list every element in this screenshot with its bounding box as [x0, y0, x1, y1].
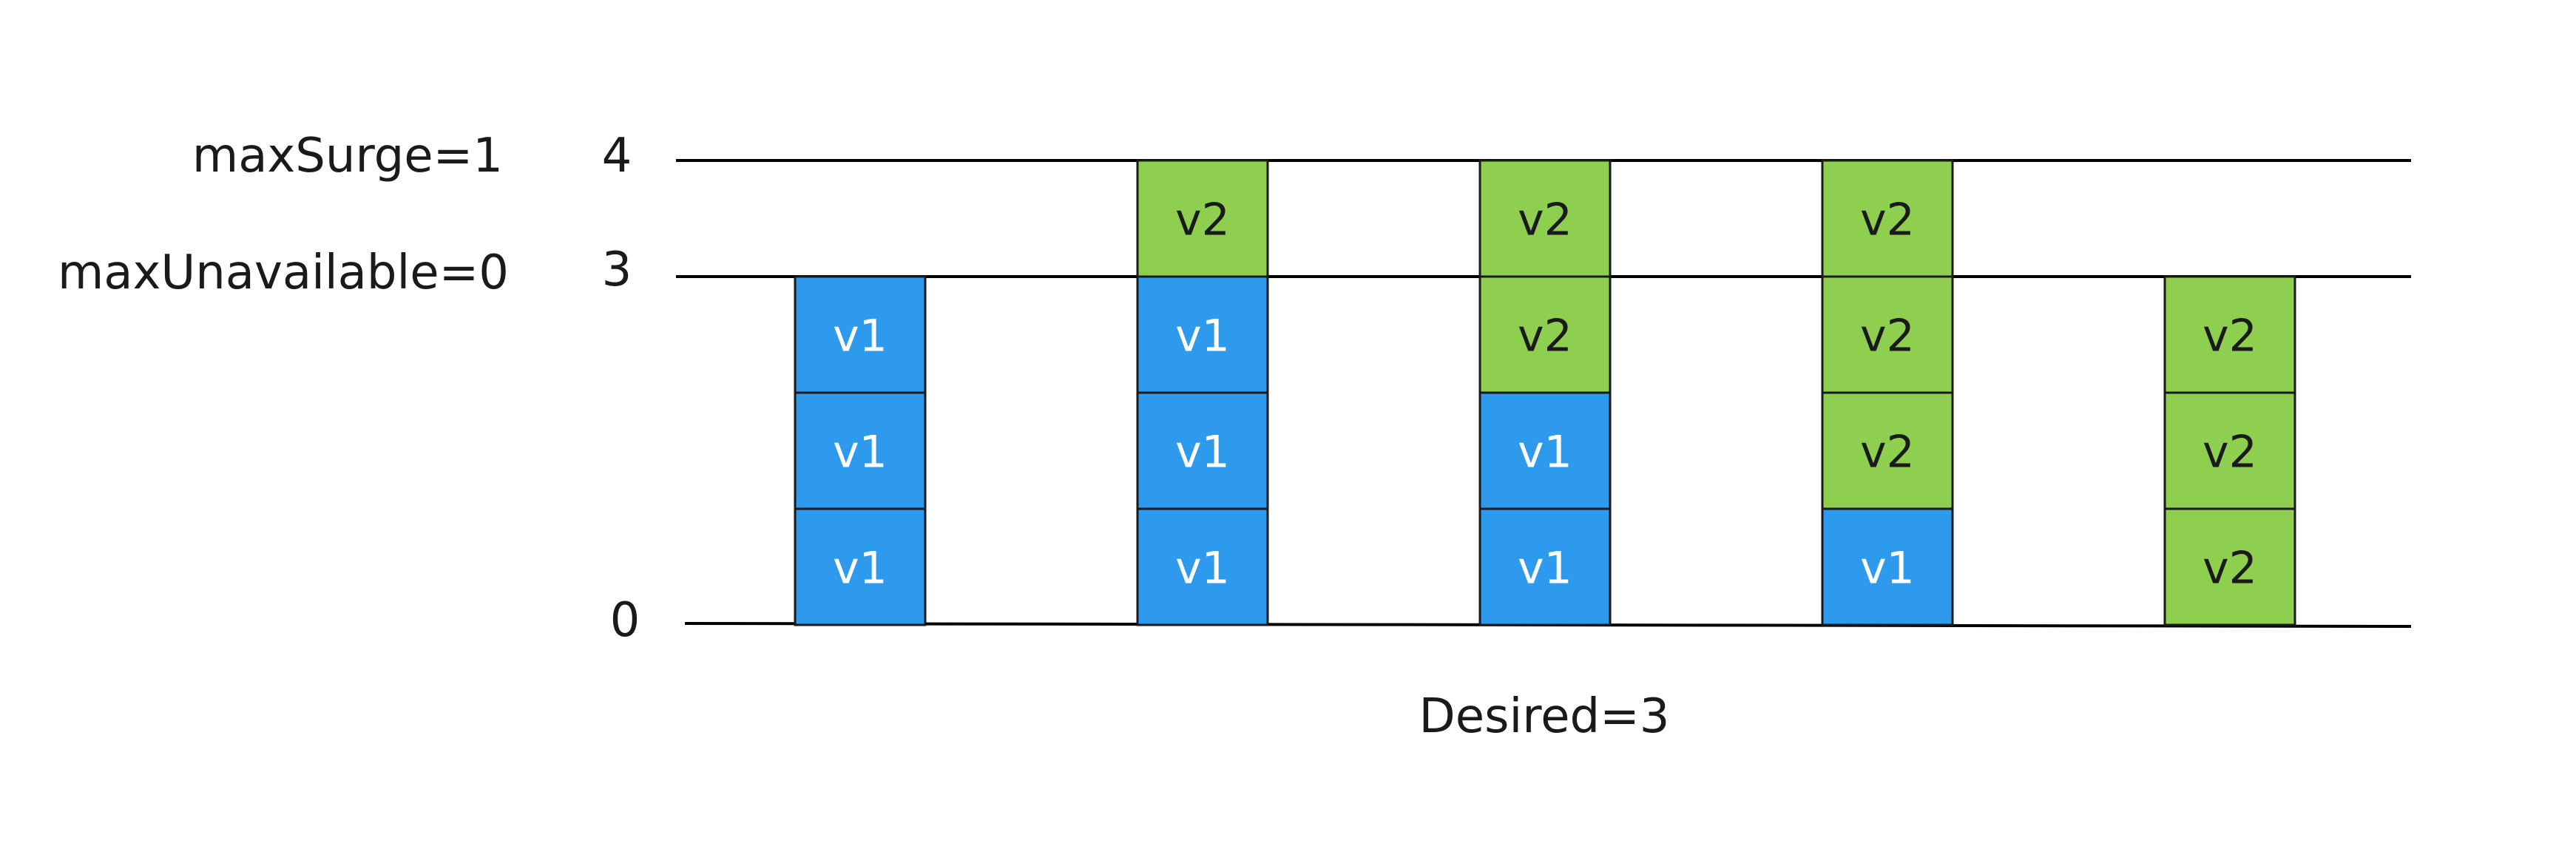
pod-v1-block — [1136, 275, 1269, 394]
pod-v1-label: v1 — [833, 427, 888, 478]
pod-v1-block — [1478, 391, 1612, 510]
pod-v1-block — [794, 275, 927, 394]
stage-4: v1 v2 v2 v2 — [1821, 159, 1954, 626]
axis-tick-4: 4 — [602, 129, 632, 183]
pod-v1-block — [794, 507, 927, 626]
pod-v2-block — [1821, 159, 1954, 278]
pod-v2-block — [2163, 275, 2296, 394]
pod-v1-label: v1 — [1175, 427, 1230, 478]
pod-v2-label: v2 — [1860, 311, 1915, 362]
pod-v1-block — [1478, 507, 1612, 626]
pod-v2-label: v2 — [2203, 427, 2257, 478]
pod-v1-label: v1 — [1175, 311, 1230, 362]
pod-v1-block — [1136, 507, 1269, 626]
pod-v2-label: v2 — [1860, 195, 1915, 246]
pod-stages: v1 v1 v1 v1 v1 v1 v2 v1 v1 v2 v2 v1 v2 v2 v2 v2 v2 v2 — [794, 159, 2296, 626]
pod-v2-block — [1478, 159, 1612, 278]
desired-label: Desired=3 — [1419, 689, 1669, 744]
stage-1: v1 v1 v1 — [794, 275, 927, 626]
pod-v2-block — [1821, 391, 1954, 510]
pod-v1-label: v1 — [1175, 543, 1230, 595]
pod-v2-block — [2163, 507, 2296, 626]
pod-v2-label: v2 — [2203, 311, 2257, 362]
pod-v1-block — [1821, 507, 1954, 626]
pod-v2-block — [1136, 159, 1269, 278]
pod-v2-block — [1821, 275, 1954, 394]
stage-3: v1 v1 v2 v2 — [1478, 159, 1612, 626]
stage-5: v2 v2 v2 — [2163, 275, 2296, 626]
pod-v2-label: v2 — [2203, 543, 2257, 595]
axis-tick-3: 3 — [602, 243, 632, 297]
pod-v1-label: v1 — [1518, 427, 1572, 478]
pod-v2-block — [2163, 391, 2296, 510]
pod-v1-block — [1136, 391, 1269, 510]
pod-v1-label: v1 — [833, 311, 888, 362]
pod-v2-label: v2 — [1175, 195, 1230, 246]
stage-2: v1 v1 v1 v2 — [1136, 159, 1269, 626]
pod-v2-label: v2 — [1518, 195, 1572, 246]
max-surge-label: maxSurge=1 — [192, 129, 503, 183]
pod-v2-label: v2 — [1518, 311, 1572, 362]
axis-tick-0: 0 — [610, 593, 640, 648]
pod-v2-label: v2 — [1860, 427, 1915, 478]
pod-v1-label: v1 — [1518, 543, 1572, 595]
pod-v1-label: v1 — [833, 543, 888, 595]
pod-v1-label: v1 — [1860, 543, 1915, 595]
max-unavailable-label: maxUnavailable=0 — [58, 246, 509, 300]
